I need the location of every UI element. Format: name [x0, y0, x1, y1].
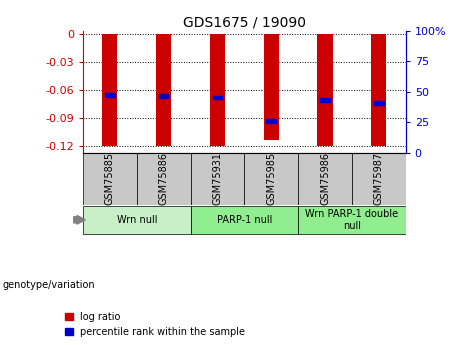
Text: Wrn PARP-1 double
null: Wrn PARP-1 double null — [305, 209, 398, 230]
Bar — [320, 99, 330, 102]
Bar — [83, 206, 190, 234]
Bar — [159, 94, 169, 98]
Bar — [352, 153, 406, 205]
Text: Wrn null: Wrn null — [117, 215, 157, 225]
Bar — [264, 34, 279, 140]
Bar — [318, 34, 332, 146]
Bar — [190, 153, 244, 205]
Title: GDS1675 / 19090: GDS1675 / 19090 — [183, 16, 306, 30]
Bar — [213, 96, 222, 99]
Bar — [266, 119, 276, 123]
Text: GSM75886: GSM75886 — [159, 152, 169, 205]
Bar — [210, 34, 225, 146]
Text: GSM75931: GSM75931 — [213, 152, 223, 205]
Text: GSM75987: GSM75987 — [374, 152, 384, 206]
Bar — [137, 153, 190, 205]
Bar — [102, 34, 118, 146]
Text: GSM75985: GSM75985 — [266, 152, 276, 206]
Bar — [190, 206, 298, 234]
Bar — [371, 34, 386, 146]
Bar — [156, 34, 171, 146]
Text: GSM75885: GSM75885 — [105, 152, 115, 206]
Bar — [374, 101, 384, 105]
Bar — [298, 206, 406, 234]
Text: PARP-1 null: PARP-1 null — [217, 215, 272, 225]
Bar — [298, 153, 352, 205]
Bar — [83, 153, 137, 205]
Legend: log ratio, percentile rank within the sample: log ratio, percentile rank within the sa… — [65, 312, 245, 337]
Bar — [105, 93, 115, 97]
Bar — [244, 153, 298, 205]
Text: genotype/variation: genotype/variation — [2, 280, 95, 289]
Text: GSM75986: GSM75986 — [320, 152, 330, 205]
